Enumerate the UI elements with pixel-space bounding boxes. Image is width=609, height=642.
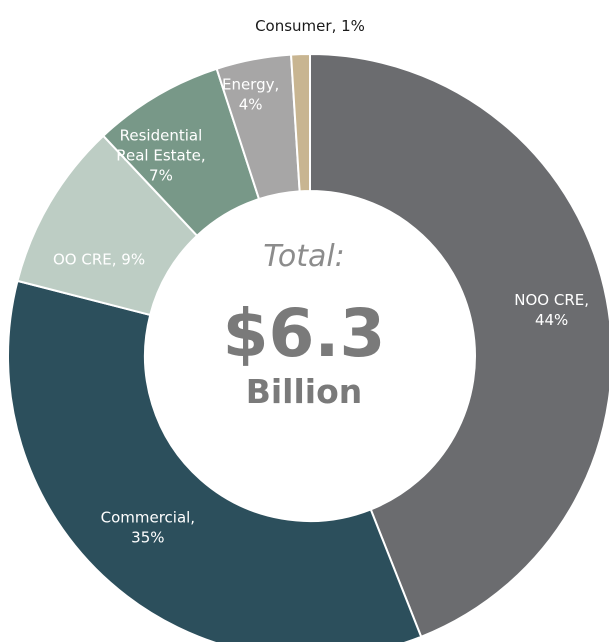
- slice-label-oo-cre: OO CRE, 9%: [53, 250, 145, 268]
- slice-label-consumer: Consumer, 1%: [255, 17, 365, 35]
- slice-label-noo-cre: NOO CRE, 44%: [514, 291, 589, 329]
- center-total-title: Total:: [263, 239, 345, 274]
- slice-commercial: [7, 279, 423, 642]
- slice-label-commercial: Commercial, 35%: [101, 508, 195, 546]
- slice-noo-cre: [309, 52, 609, 639]
- center-total-value: $6.3: [223, 295, 386, 372]
- slice-consumer: [289, 52, 311, 193]
- center-total-unit: Billion: [246, 372, 363, 411]
- donut-slices: [7, 52, 609, 642]
- slice-label-energy: Energy, 4%: [222, 76, 279, 114]
- slice-label-residential-real-estate: Residential Real Estate, 7%: [116, 126, 205, 184]
- center-total: Total: $6.3 Billion: [223, 239, 386, 411]
- slice-labels: NOO CRE, 44% Commercial, 35% OO CRE, 9% Resid…: [53, 17, 589, 546]
